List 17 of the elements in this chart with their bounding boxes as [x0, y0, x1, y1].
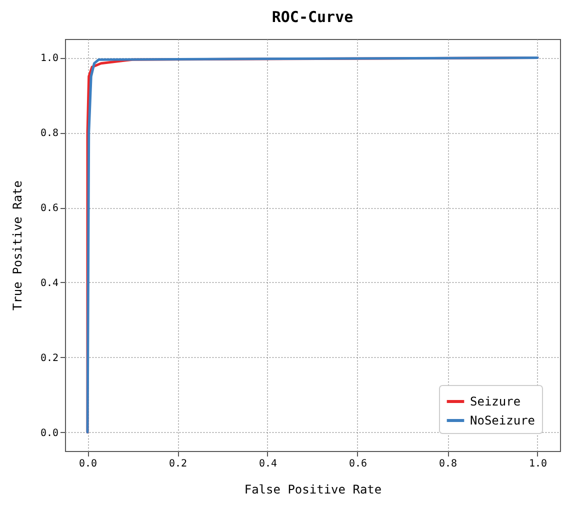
- y-tick-label: 0.0: [40, 428, 58, 439]
- x-axis-title: False Positive Rate: [244, 482, 382, 496]
- x-tick-label: 1.0: [528, 458, 548, 470]
- y-tick-label: 0.2: [40, 352, 58, 364]
- legend-label: Seizure: [470, 394, 521, 408]
- x-tick-label: 0.2: [168, 458, 188, 470]
- y-tick-label: 0.8: [40, 128, 58, 140]
- x-tick-label: 0.4: [258, 458, 278, 470]
- legend-label: NoSeizure: [470, 414, 536, 428]
- x-tick-label: 0.6: [348, 458, 368, 470]
- x-tick-label: 0.0: [78, 458, 98, 470]
- y-tick-label: 0.6: [40, 203, 58, 214]
- x-tick-label: 0.8: [438, 458, 458, 470]
- chart-title: ROC-Curve: [272, 8, 354, 26]
- y-tick-label: 0.4: [40, 278, 58, 289]
- y-axis-title: True Positive Rate: [10, 180, 24, 311]
- y-tick-label: 1.0: [40, 53, 58, 64]
